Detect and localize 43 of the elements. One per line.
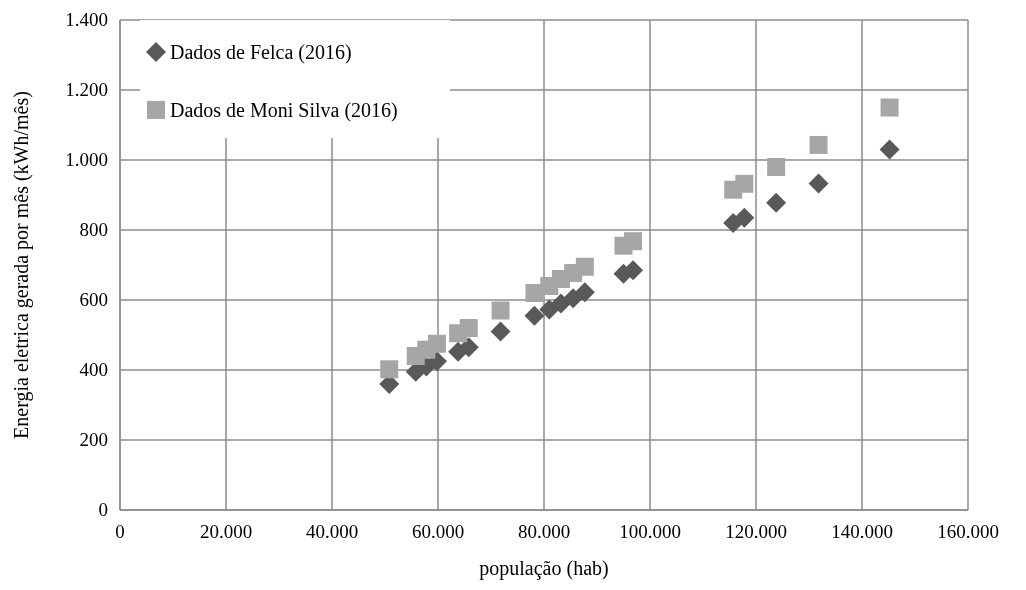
point (459, 319, 478, 337)
legend-label: Dados de Moni Silva (2016) (170, 99, 398, 122)
y-tick-label: 400 (79, 359, 108, 380)
point (563, 288, 584, 309)
y-tick-label: 0 (98, 499, 108, 520)
point (380, 360, 399, 379)
point (735, 174, 754, 193)
x-tick-label: 100.000 (619, 521, 681, 542)
point (491, 301, 510, 320)
point (879, 139, 900, 160)
x-tick-label: 120.000 (725, 521, 787, 542)
point (458, 337, 479, 358)
point (574, 282, 595, 303)
point (550, 293, 571, 314)
point (575, 257, 594, 276)
x-tick-label: 80.000 (517, 521, 571, 542)
x-tick-label: 140.000 (831, 521, 893, 542)
x-tick-label: 20.000 (199, 521, 253, 542)
y-tick-label: 1.200 (65, 79, 108, 100)
point (766, 192, 787, 213)
x-tick-label: 0 (115, 521, 125, 542)
point (624, 232, 643, 251)
y-axis-title: Energia eletrica gerada por mês (kWh/mês) (10, 91, 33, 439)
y-tick-label: 800 (79, 219, 108, 240)
point (524, 305, 545, 326)
point (767, 158, 786, 176)
y-tick-label: 1.000 (65, 149, 108, 170)
x-tick-label: 40.000 (305, 521, 359, 542)
legend-label: Dados de Felca (2016) (170, 41, 352, 64)
point (734, 207, 755, 228)
point (490, 321, 511, 342)
x-axis-title: população (hab) (479, 557, 609, 580)
y-tick-label: 1.400 (65, 9, 108, 30)
y-tick-label: 600 (79, 289, 108, 310)
point (808, 173, 829, 194)
x-tick-label: 160.000 (937, 521, 999, 542)
point (623, 260, 644, 281)
y-tick-label: 200 (79, 429, 108, 450)
point (809, 135, 828, 154)
point (427, 334, 446, 353)
point (539, 299, 560, 320)
point (880, 98, 899, 117)
x-tick-label: 60.000 (411, 521, 465, 542)
